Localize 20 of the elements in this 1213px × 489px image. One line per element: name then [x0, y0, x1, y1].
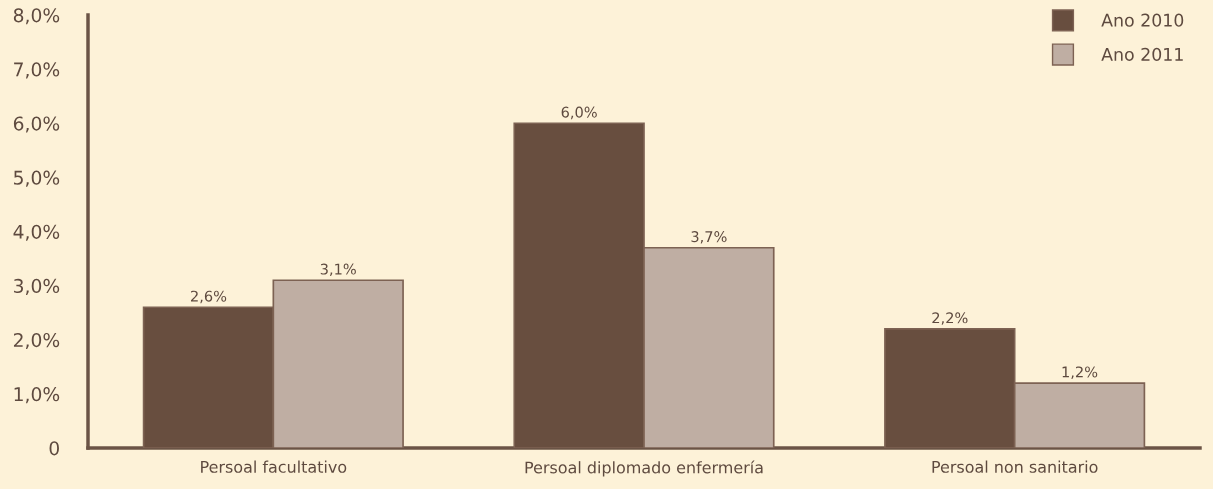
y-tick-label: 6,0%: [13, 116, 60, 133]
x-tick-label: Persoal facultativo: [201, 460, 347, 473]
y-tick-label: 3,0%: [14, 278, 60, 295]
data-label: 2,2%: [932, 312, 968, 325]
y-tick-label: 5,0%: [14, 170, 60, 187]
y-tick-label: 1,0%: [14, 387, 60, 404]
y-tick-label: 7,0%: [14, 62, 60, 79]
data-label: 2,6%: [191, 290, 227, 304]
data-label: 3,7%: [691, 231, 727, 244]
y-tick-label: 2,0%: [13, 332, 60, 350]
y-tick-label: 0: [49, 441, 59, 456]
x-tick-label: Persoal non sanitario: [932, 460, 1098, 473]
data-label: 1,2%: [1062, 366, 1098, 379]
y-tick-label: 8,0%: [13, 8, 60, 25]
data-label: 3,1%: [320, 263, 356, 277]
legend-label: Ano 2011: [1101, 47, 1183, 61]
x-tick-label: Persoal diplomado enfermería: [525, 460, 763, 477]
data-label: 6,0%: [561, 106, 597, 120]
y-tick-label: 4,0%: [13, 224, 60, 241]
legend-label: Ano 2010: [1101, 13, 1184, 27]
